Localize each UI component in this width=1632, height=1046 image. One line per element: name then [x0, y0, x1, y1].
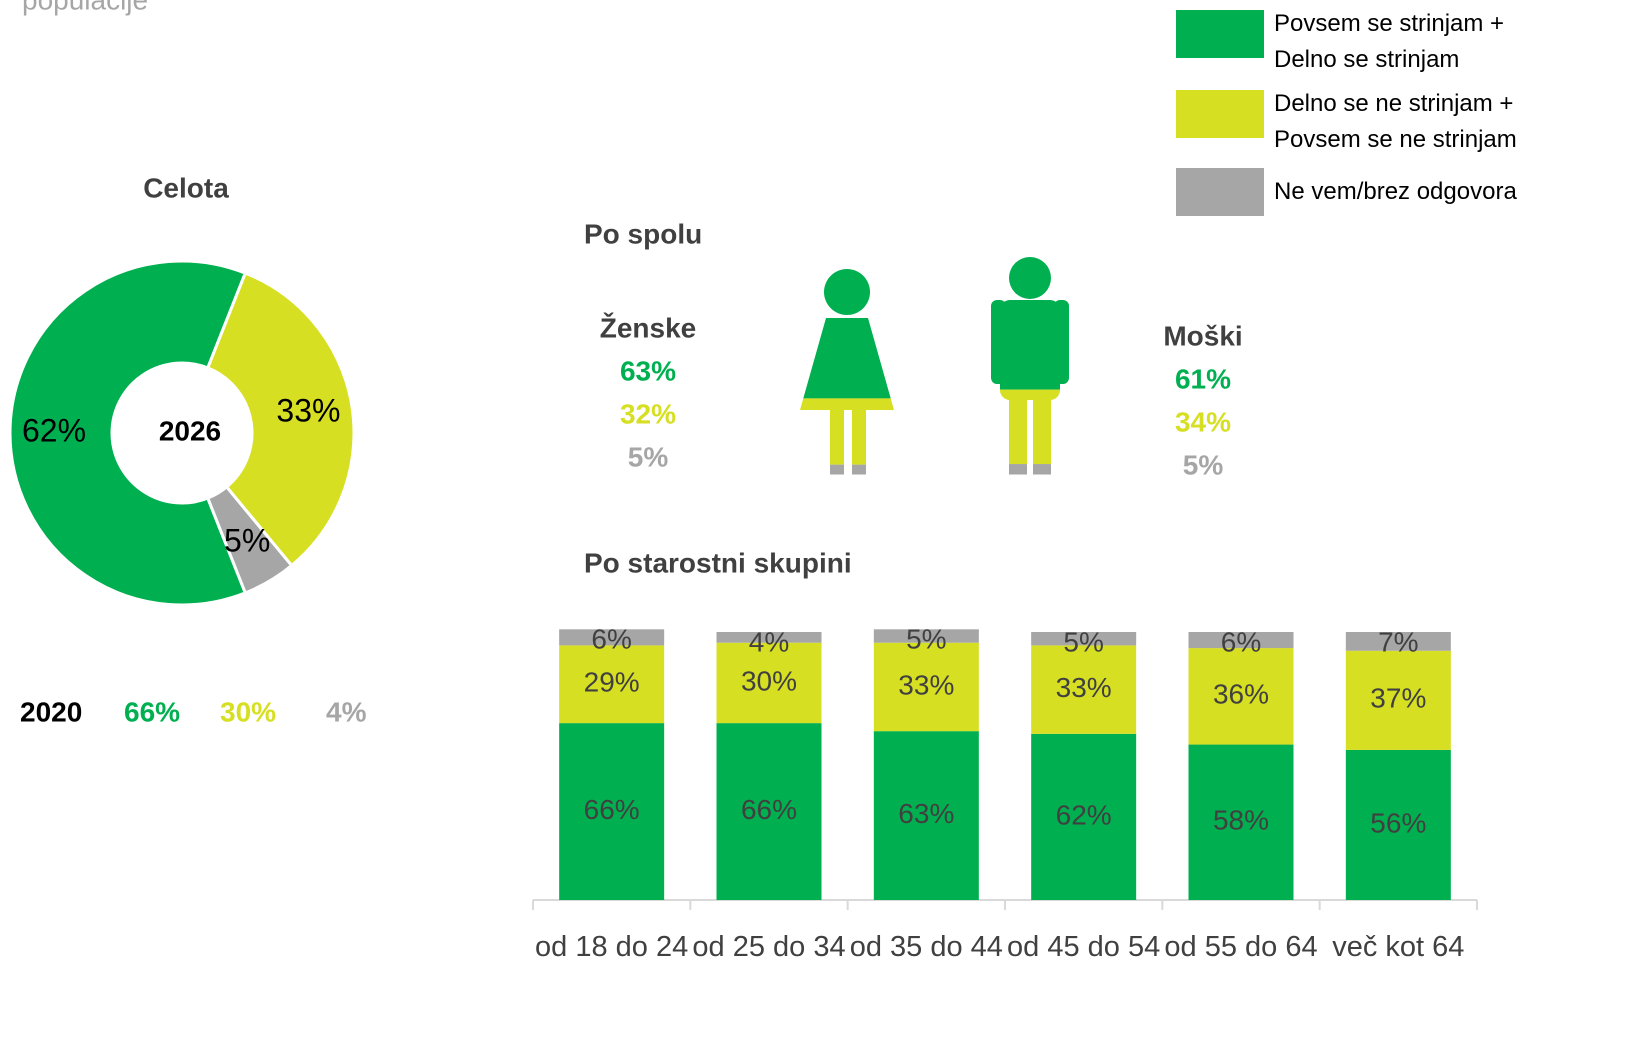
bar-value-label: 4%: [749, 626, 789, 657]
gender-name: Moški: [1163, 320, 1242, 351]
bar-value-label: 37%: [1370, 683, 1426, 714]
comparison-value: 30%: [220, 696, 276, 727]
bar-segment: [1345, 749, 1451, 900]
x-tick-label: od 55 do 64: [1164, 931, 1318, 963]
figure-band: [991, 389, 1069, 465]
comparison-value: 66%: [124, 696, 180, 727]
legend-swatch: [1176, 10, 1264, 58]
figure-band: [991, 257, 1069, 390]
bar-segment: [1031, 645, 1137, 734]
bar-value-label: 33%: [898, 669, 954, 700]
bar-value-label: 33%: [1056, 672, 1112, 703]
x-tick-label: od 35 do 44: [849, 931, 1003, 963]
bar-segment: [1345, 650, 1451, 750]
page-title: populacije: [22, 0, 148, 15]
pie-value-label: 33%: [276, 392, 340, 428]
bar-segment: [559, 629, 665, 646]
bar-value-label: 66%: [741, 794, 797, 825]
gender-value-label: 63%: [620, 355, 676, 386]
comparison-label: 2020: [20, 696, 82, 727]
bar-value-label: 63%: [898, 798, 954, 829]
person-figure: [991, 257, 1069, 475]
bar-segment: [1031, 733, 1137, 900]
bar-value-label: 36%: [1213, 679, 1269, 710]
bar-value-label: 58%: [1213, 805, 1269, 836]
bar-segment: [1188, 744, 1294, 900]
pie-slice: [205, 271, 356, 568]
figure-band: [991, 464, 1069, 475]
bar-segment: [873, 629, 979, 643]
bar-segment: [559, 723, 665, 900]
legend-swatch: [1176, 90, 1264, 138]
legend-label: Delno se ne strinjam + Povsem se ne stri…: [1274, 90, 1517, 153]
bar-segment: [1345, 632, 1451, 651]
bar-segment: [716, 632, 822, 643]
gender-value-label: 61%: [1175, 363, 1231, 394]
gender-value-label: 5%: [628, 441, 669, 472]
bar-value-label: 62%: [1056, 799, 1112, 830]
bar-segment: [716, 642, 822, 724]
figure-band: [800, 464, 894, 475]
bar-segment: [873, 731, 979, 900]
legend-label: Povsem se strinjam + Delno se strinjam: [1274, 10, 1505, 73]
pie-center-label: 2026: [159, 415, 221, 446]
bar-segment: [1188, 632, 1294, 649]
gender-value-label: 5%: [1183, 449, 1224, 480]
bar-value-label: 6%: [1221, 626, 1261, 657]
gender-title: Po spolu: [584, 218, 702, 249]
bar-value-label: 30%: [741, 665, 797, 696]
figure-band: [800, 269, 894, 399]
bar-title: Po starostni skupini: [584, 547, 852, 578]
pie-value-label: 5%: [224, 523, 270, 559]
x-tick-label: od 25 do 34: [692, 931, 846, 963]
gender-value-label: 34%: [1175, 406, 1231, 437]
bar-value-label: 29%: [584, 667, 640, 698]
bar-segment: [1188, 648, 1294, 745]
bar-value-label: 5%: [906, 624, 946, 655]
bar-segment: [559, 645, 665, 724]
gender-value-label: 32%: [620, 398, 676, 429]
bar-segment: [873, 642, 979, 732]
x-tick-label: od 45 do 54: [1007, 931, 1161, 963]
comparison-value: 4%: [326, 696, 367, 727]
legend-label: Ne vem/brez odgovora: [1274, 178, 1517, 205]
legend-swatch: [1176, 168, 1264, 216]
bar-value-label: 56%: [1370, 807, 1426, 838]
x-tick-label: od 18 do 24: [535, 931, 689, 963]
gender-name: Ženske: [600, 312, 697, 343]
person-figure: [800, 269, 894, 475]
pie-slice: [205, 484, 294, 595]
bar-segment: [716, 723, 822, 900]
bar-value-label: 5%: [1063, 626, 1103, 657]
bar-value-label: 7%: [1378, 626, 1418, 657]
pie-slice: [8, 259, 248, 607]
bar-segment: [1031, 632, 1137, 646]
bar-value-label: 66%: [584, 794, 640, 825]
figure-band: [800, 398, 894, 465]
bar-value-label: 6%: [591, 624, 631, 655]
pie-title: Celota: [143, 172, 229, 203]
x-tick-label: več kot 64: [1332, 931, 1465, 963]
pie-value-label: 62%: [22, 412, 86, 448]
